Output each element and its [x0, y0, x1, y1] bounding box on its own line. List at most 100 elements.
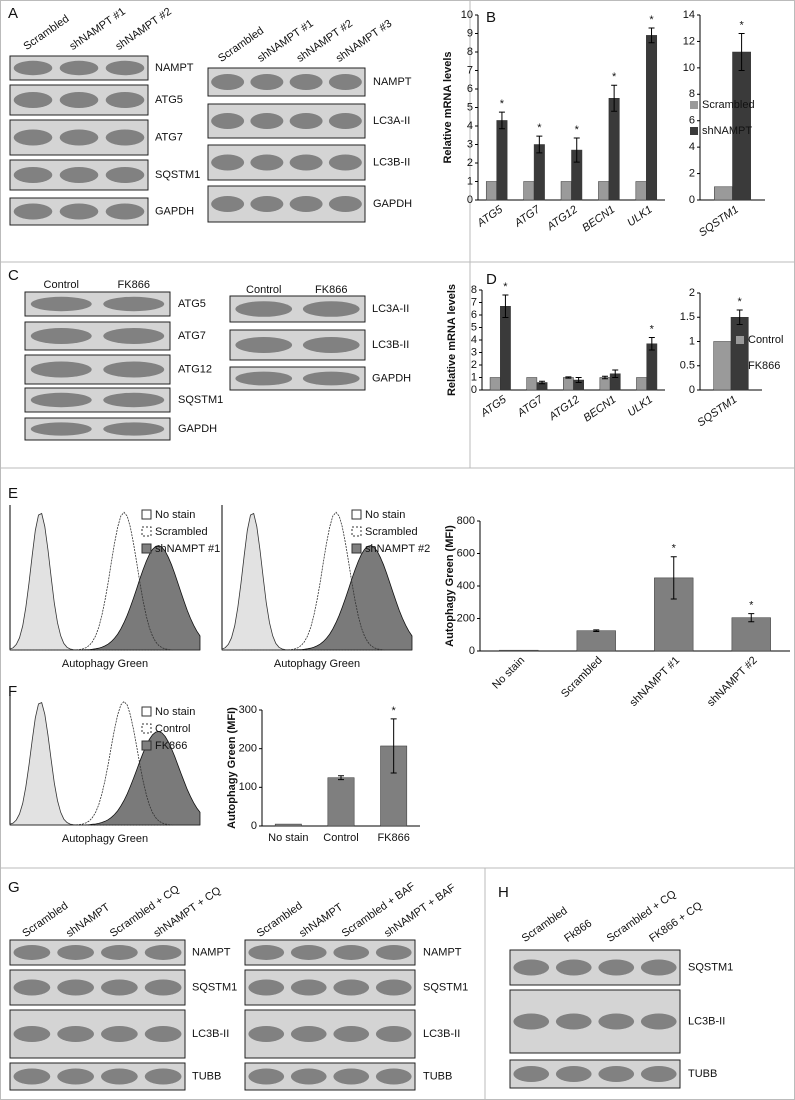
- blot-band: [211, 154, 245, 171]
- y-axis-label: Autophagy Green (MFI): [226, 707, 238, 829]
- bar: [608, 98, 620, 201]
- lane-label: Scrambled: [255, 900, 305, 940]
- y-tick-label: 6: [689, 115, 695, 127]
- x-tick-label: BECN1: [580, 204, 617, 235]
- blot-band: [30, 328, 92, 344]
- bar: [485, 181, 497, 201]
- error-bar: [338, 775, 344, 781]
- x-tick-label: ATG7: [512, 203, 543, 230]
- band-label: ATG12: [178, 363, 212, 375]
- lane-label: Scrambled: [520, 905, 570, 945]
- band-label: LC3B-II: [373, 156, 410, 168]
- legend-swatch: [690, 101, 698, 109]
- x-tick-label: ATG5: [478, 393, 509, 420]
- x-tick-label: Control: [323, 832, 358, 844]
- y-tick-label: 100: [239, 781, 257, 793]
- lane-label: FK866: [315, 284, 347, 296]
- bar: [489, 377, 501, 391]
- blot-band: [59, 203, 99, 220]
- band-label: TUBB: [688, 1068, 717, 1080]
- y-tick-label: 300: [239, 704, 257, 716]
- blot-band: [248, 1068, 285, 1085]
- band-label: LC3B-II: [192, 1028, 229, 1040]
- band-label: ATG7: [178, 330, 206, 342]
- blot-band: [289, 113, 323, 129]
- blot-band: [598, 1013, 635, 1030]
- band-label: LC3B-II: [423, 1028, 460, 1040]
- bar: [576, 630, 616, 652]
- blot-band: [13, 60, 53, 76]
- blot-band: [57, 979, 94, 996]
- blot-band: [640, 1013, 677, 1030]
- error-bar: [536, 135, 543, 154]
- blot-band: [144, 945, 182, 960]
- bar: [731, 617, 771, 652]
- y-tick-label: 1.5: [680, 311, 695, 323]
- band-label: NAMPT: [373, 76, 412, 88]
- bar: [500, 306, 511, 391]
- legend-label: Control: [748, 334, 783, 346]
- blot-band: [13, 1026, 51, 1042]
- lane-label: Control: [44, 279, 79, 291]
- lane-label: Scrambled: [20, 900, 70, 940]
- error-bar: [738, 33, 745, 71]
- x-tick-label: ULK1: [626, 394, 655, 420]
- y-axis-label: Relative mRNA levels: [442, 51, 454, 163]
- y-tick-label: 3: [467, 138, 473, 150]
- blot-band: [328, 113, 362, 129]
- y-tick-label: 14: [683, 9, 695, 21]
- histogram: [10, 700, 200, 826]
- x-tick-label: No stain: [490, 654, 527, 691]
- band-label: TUBB: [423, 1070, 452, 1082]
- y-tick-label: 2: [471, 359, 477, 371]
- legend-label: Scrambled: [702, 99, 755, 111]
- blot-band: [144, 1068, 182, 1085]
- blot-band: [13, 945, 51, 960]
- bar: [598, 181, 610, 201]
- legend-swatch: [141, 543, 152, 554]
- blot-band: [290, 1068, 327, 1085]
- y-tick-label: 1: [471, 371, 477, 383]
- blot-band: [250, 74, 284, 90]
- blot-band: [144, 979, 182, 996]
- legend-swatch: [351, 509, 362, 520]
- blot-band: [640, 959, 677, 976]
- blot-band: [328, 74, 362, 90]
- blot-band: [302, 301, 360, 317]
- y-tick-label: 5: [471, 321, 477, 333]
- blot-band: [101, 1026, 138, 1042]
- y-tick-label: 12: [683, 35, 695, 47]
- blot-band: [211, 196, 245, 212]
- blot-band: [105, 129, 145, 146]
- blot-band: [250, 196, 284, 212]
- y-tick-label: 200: [457, 612, 475, 624]
- error-bar: [648, 337, 655, 351]
- bar: [636, 377, 647, 391]
- error-bar: [612, 369, 619, 378]
- y-tick-label: 0: [251, 820, 257, 832]
- lane-label: shNAMPT + BAF: [382, 882, 458, 940]
- blot-band: [290, 979, 327, 996]
- blot-band: [289, 74, 323, 90]
- bar: [713, 341, 732, 391]
- lane-label: Scrambled + CQ: [605, 888, 679, 945]
- band-label: ATG5: [178, 298, 206, 310]
- band-label: ATG7: [155, 131, 183, 143]
- blot-band: [248, 945, 285, 960]
- y-tick-label: 6: [471, 309, 477, 321]
- x-tick-label: shNAMPT #1: [628, 654, 683, 709]
- blot-band: [103, 361, 165, 378]
- y-tick-label: 400: [457, 580, 475, 592]
- blot-band: [513, 1066, 550, 1082]
- x-tick-label: No stain: [268, 832, 308, 844]
- histogram: [10, 511, 200, 651]
- error-bar: [565, 376, 572, 379]
- legend-swatch: [141, 740, 152, 751]
- blot-band: [103, 392, 165, 408]
- legend-swatch: [141, 509, 152, 520]
- significance: *: [749, 600, 754, 612]
- band-label: LC3B-II: [688, 1015, 725, 1027]
- band-label: NAMPT: [423, 946, 462, 958]
- blot-band: [101, 979, 138, 996]
- panel-label: B: [486, 9, 496, 26]
